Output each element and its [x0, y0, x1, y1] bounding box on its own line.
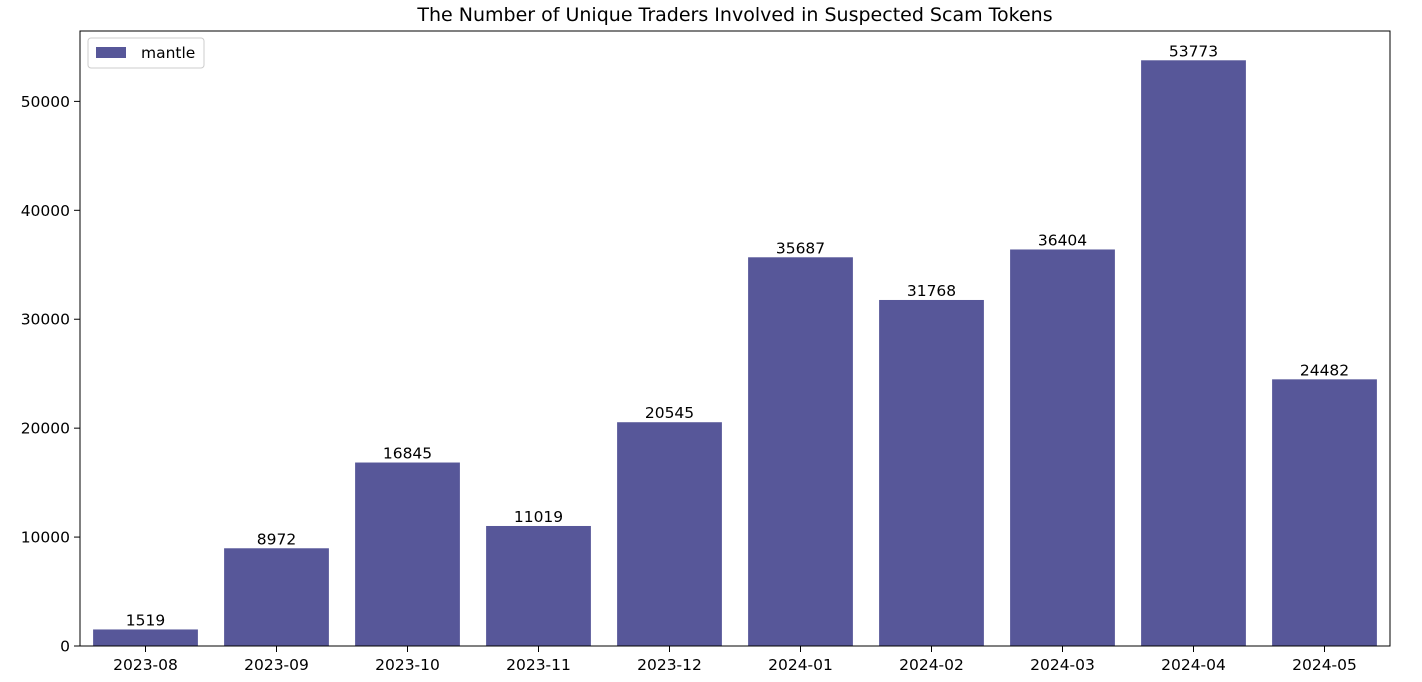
x-tick-label-2023-10: 2023-10: [375, 656, 440, 674]
x-tick-label-2023-08: 2023-08: [113, 656, 178, 674]
x-tick-label-2024-04: 2024-04: [1161, 656, 1226, 674]
data-label-2023-11: 11019: [514, 508, 563, 526]
data-label-2024-01: 35687: [776, 239, 825, 257]
bar-2023-08: [93, 629, 198, 646]
data-label-2024-03: 36404: [1038, 231, 1087, 249]
x-tick-label-2024-03: 2024-03: [1030, 656, 1095, 674]
bar-2024-04: [1141, 60, 1246, 646]
x-tick-label-2023-11: 2023-11: [506, 656, 571, 674]
bar-2023-12: [617, 422, 722, 646]
x-tick-label-2024-02: 2024-02: [899, 656, 964, 674]
chart-title: The Number of Unique Traders Involved in…: [416, 4, 1052, 26]
y-tick-label: 20000: [21, 420, 70, 438]
y-tick-label: 30000: [21, 311, 70, 329]
y-tick-label: 40000: [21, 202, 70, 220]
y-tick-label: 0: [60, 638, 70, 656]
legend-box: [87, 37, 205, 69]
bar-2024-05: [1272, 379, 1377, 646]
data-label-2024-02: 31768: [907, 282, 956, 300]
data-label-2024-04: 53773: [1169, 42, 1218, 60]
data-label-2023-08: 1519: [126, 611, 165, 629]
x-tick-label-2024-05: 2024-05: [1292, 656, 1357, 674]
legend: mantle: [87, 37, 205, 69]
bar-2023-09: [224, 548, 329, 646]
bar-series: [93, 60, 1377, 646]
data-label-2023-12: 20545: [645, 404, 694, 422]
bar-2023-11: [486, 525, 591, 646]
data-label-2024-05: 24482: [1300, 361, 1349, 379]
bar-2024-03: [1010, 249, 1115, 646]
legend-label-mantle: mantle: [141, 44, 195, 62]
data-label-2023-09: 8972: [257, 530, 296, 548]
data-label-2023-10: 16845: [383, 445, 432, 463]
data-labels: 1519 8972 16845 11019 20545 35687 31768 36404 53…: [126, 42, 1349, 629]
y-tick-label: 10000: [21, 529, 70, 547]
bar-2024-01: [748, 257, 853, 646]
y-axis: 0 10000 20000 30000 40000 50000: [21, 93, 80, 656]
bar-2023-10: [355, 462, 460, 646]
x-tick-label-2024-01: 2024-01: [768, 656, 833, 674]
legend-swatch: [96, 47, 126, 58]
x-axis: 2023-08 2023-09 2023-10 2023-11 2023-12 2024-…: [113, 646, 1357, 674]
y-tick-label: 50000: [21, 93, 70, 111]
x-tick-label-2023-09: 2023-09: [244, 656, 309, 674]
plot-border: [79, 30, 1391, 647]
bar-2024-02: [879, 299, 984, 646]
x-tick-label-2023-12: 2023-12: [637, 656, 702, 674]
